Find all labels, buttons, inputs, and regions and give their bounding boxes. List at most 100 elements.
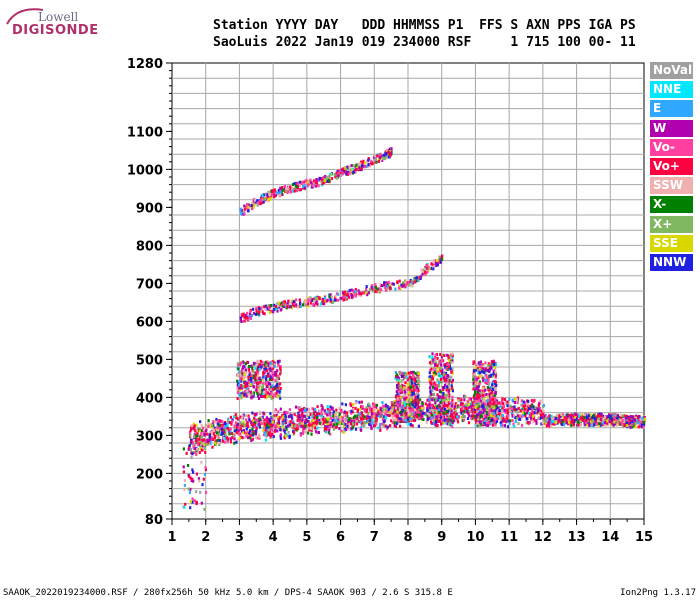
echo-f-trace (639, 418, 642, 422)
echo-f-trace (595, 415, 598, 419)
echo-f-trace (382, 404, 385, 408)
echo-f-trace (297, 422, 300, 426)
echo-f-trace (382, 415, 386, 418)
echo-f-trace (301, 412, 304, 416)
echo-spread (437, 414, 440, 417)
echo-spread (451, 401, 454, 405)
echo-f-trace (510, 412, 514, 416)
echo-3f-trace (298, 187, 301, 191)
echo-spread (407, 375, 410, 379)
echo-2f-trace (315, 297, 318, 301)
echo-2f-trace (255, 307, 258, 311)
echo-spread (256, 359, 259, 363)
echo-spread (450, 386, 453, 390)
echo-f-trace (360, 405, 363, 409)
echo-spread (255, 373, 258, 377)
echo-f-trace (199, 434, 202, 438)
echo-f-trace (542, 412, 545, 416)
echo-3f-trace (278, 193, 281, 197)
echo-spread (410, 417, 413, 421)
echo-f-trace (460, 403, 463, 407)
echo-f-trace (417, 424, 420, 428)
echo-spread (410, 415, 414, 419)
echo-f-trace (462, 418, 466, 422)
echo-f-trace (369, 417, 372, 421)
echo-spread (267, 374, 270, 378)
echo-spread (433, 373, 436, 377)
echo-spread (446, 374, 449, 378)
echo-2f-trace (398, 279, 401, 283)
echo-3f-trace (380, 157, 383, 161)
echo-spread (489, 396, 492, 400)
echo-spread (238, 386, 241, 390)
echo-f-trace (593, 423, 596, 427)
echo-f-trace (236, 438, 239, 442)
echo-2f-trace (372, 289, 375, 293)
echo-f-trace (324, 426, 327, 430)
echo-f-trace (274, 408, 277, 412)
echo-f-trace (515, 398, 518, 402)
echo-3f-trace (273, 188, 276, 192)
echo-f-trace (198, 437, 201, 441)
echo-spread (412, 374, 415, 378)
echo-spread (489, 386, 492, 390)
echo-f-trace (320, 410, 323, 414)
echo-f-trace (516, 401, 519, 405)
echo-2f-trace (427, 268, 430, 272)
echo-f-trace (570, 418, 573, 422)
echo-f-trace (500, 408, 503, 411)
echo-spread (259, 390, 262, 394)
echo-spread (431, 352, 434, 356)
echo-f-trace (543, 420, 546, 424)
echo-f-trace (194, 429, 197, 433)
echo-f-trace (255, 412, 258, 416)
echo-2f-trace (335, 292, 339, 296)
echo-f-trace (623, 414, 626, 418)
echo-spread (256, 371, 259, 374)
echo-f-trace (210, 430, 213, 434)
echo-f-trace (285, 434, 288, 438)
echo-f-trace (516, 414, 519, 418)
x-tick-label: 5 (302, 530, 311, 545)
echo-spread (262, 361, 265, 364)
echo-2f-trace (329, 293, 333, 297)
echo-f-trace (382, 408, 385, 412)
echo-spread (270, 364, 273, 368)
echo-3f-trace (285, 189, 288, 193)
echo-f-trace (339, 415, 342, 419)
y-tick-label: 80 (145, 513, 163, 528)
echo-f-trace (326, 423, 329, 427)
echo-2f-trace (366, 293, 369, 297)
echo-spread (438, 389, 441, 393)
x-tick-label: 6 (336, 530, 345, 545)
echo-f-trace (298, 406, 301, 410)
echo-spread (262, 373, 265, 377)
echo-spread (429, 381, 432, 385)
echo-f-trace (239, 427, 242, 431)
echo-f-trace (399, 424, 402, 428)
echo-spread (451, 420, 454, 424)
echo-3f-trace (328, 179, 331, 182)
echo-spread (274, 387, 277, 391)
echo-spread (428, 403, 431, 407)
echo-f-trace (193, 427, 196, 431)
echo-2f-trace (316, 302, 319, 306)
echo-2f-trace (412, 280, 415, 284)
echo-spread (265, 388, 268, 392)
echo-f-trace (434, 410, 437, 414)
echo-f-trace (307, 431, 310, 435)
echo-f-trace (529, 404, 532, 408)
echo-f-trace (575, 417, 578, 421)
echo-f-trace (588, 422, 591, 426)
echo-f-trace (284, 433, 287, 437)
echo-spread (273, 364, 276, 368)
echo-f-trace (206, 432, 209, 436)
echo-f-trace (461, 404, 464, 408)
echo-f-trace (337, 415, 340, 419)
echo-f-trace (468, 409, 471, 413)
echo-spread (394, 406, 398, 410)
echo-f-trace (513, 405, 516, 409)
echo-spread (240, 396, 243, 400)
echo-f-trace (386, 405, 389, 409)
echo-f-trace (631, 425, 634, 429)
